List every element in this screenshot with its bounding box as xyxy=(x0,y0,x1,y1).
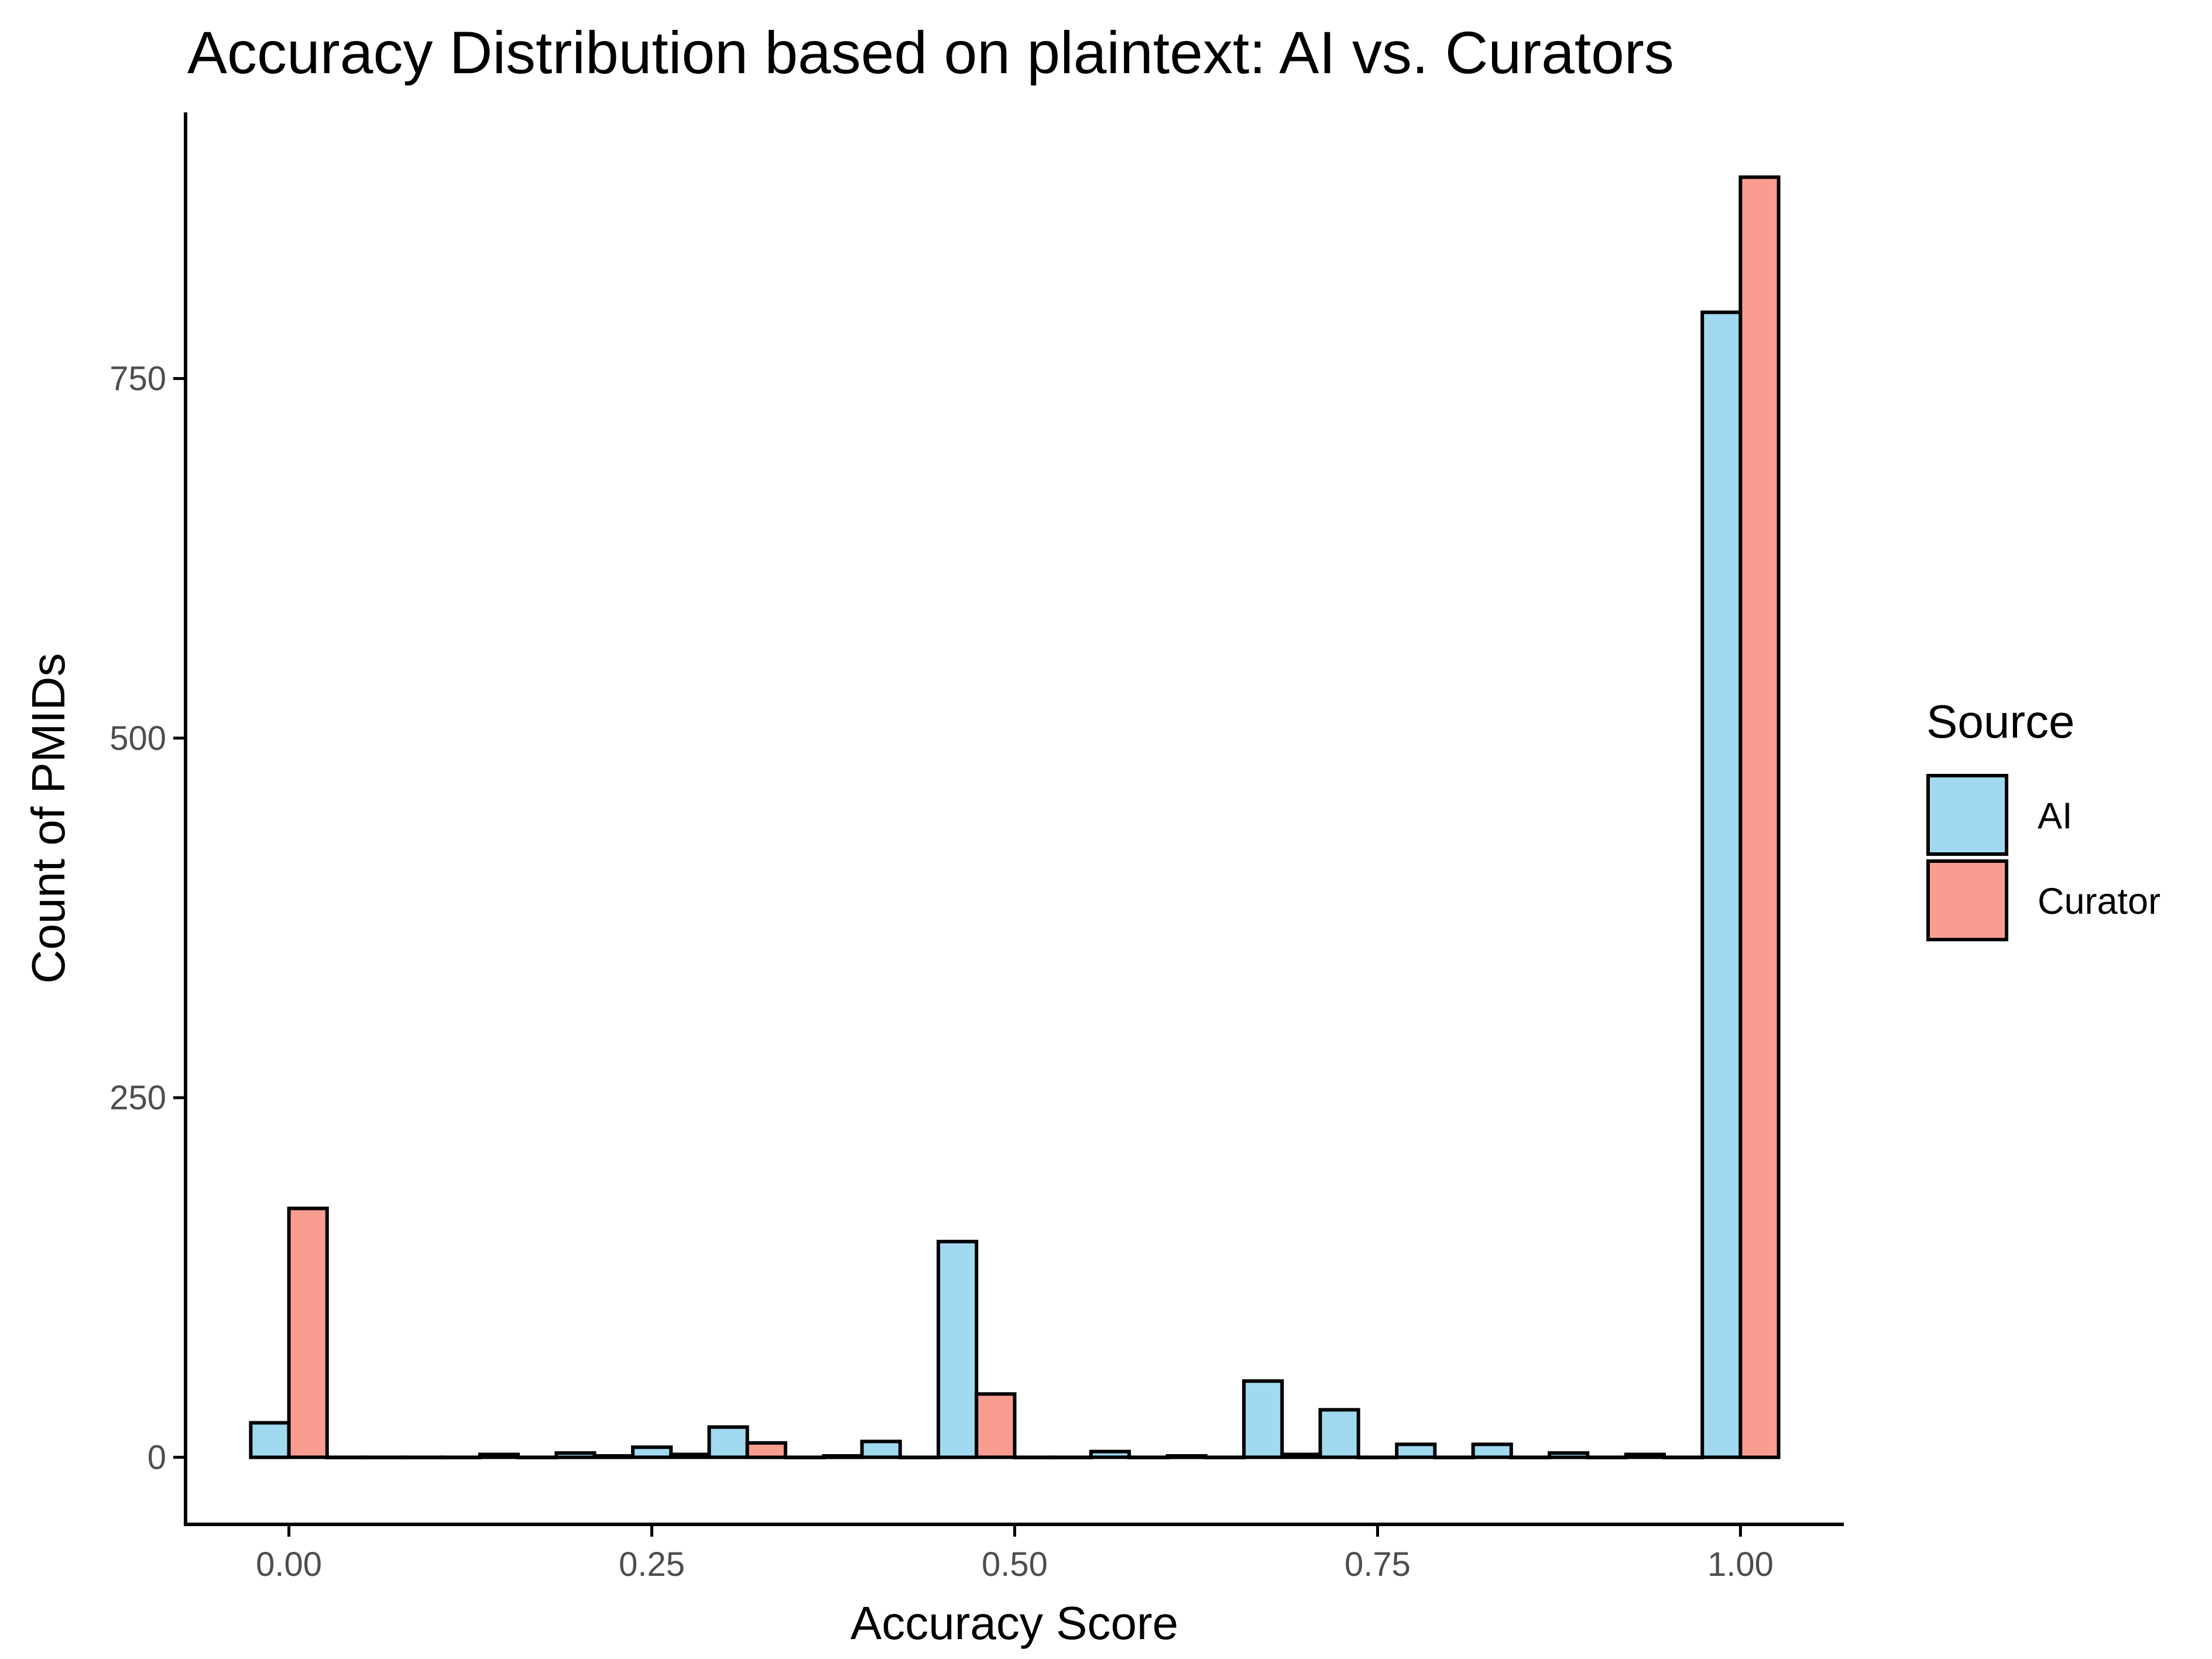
bar-ai-bin-5 xyxy=(631,1445,673,1459)
bar-ai-bin-16 xyxy=(1471,1442,1513,1459)
y-tick-label: 750 xyxy=(109,360,166,398)
y-tick-label: 500 xyxy=(109,719,166,757)
bar-curator-bin-10 xyxy=(1051,1455,1093,1459)
x-tick-label: 1.00 xyxy=(1707,1545,1774,1583)
legend-label-ai: AI xyxy=(2038,796,2073,837)
bar-ai-bin-10 xyxy=(1013,1455,1055,1459)
bar-curator-bin-7 xyxy=(822,1454,864,1459)
bars-layer xyxy=(249,175,1781,1459)
bar-curator-bin-1 xyxy=(363,1455,406,1459)
bar-ai-bin-8 xyxy=(860,1439,902,1459)
bar-ai-bin-11 xyxy=(1089,1449,1131,1459)
bar-curator-bin-9 xyxy=(975,1392,1017,1459)
bar-ai-bin-15 xyxy=(1395,1442,1437,1459)
bar-ai-bin-17 xyxy=(1548,1451,1590,1459)
bar-curator-bin-5 xyxy=(669,1452,711,1459)
bar-ai-bin-4 xyxy=(554,1451,596,1459)
legend-items: AI Curator xyxy=(1926,774,2160,941)
legend-swatch-ai xyxy=(1926,774,2008,856)
bar-curator-bin-11 xyxy=(1127,1455,1170,1459)
x-tick-label: 0.50 xyxy=(982,1545,1048,1583)
bar-ai-bin-13 xyxy=(1242,1379,1284,1459)
bar-ai-bin-2 xyxy=(402,1455,444,1459)
bar-curator-bin-8 xyxy=(898,1455,941,1459)
x-axis-title: Accuracy Score xyxy=(850,1597,1178,1649)
y-tick-label: 0 xyxy=(148,1438,166,1476)
bar-curator-bin-3 xyxy=(516,1455,558,1459)
legend-label-curator: Curator xyxy=(2038,881,2160,922)
bar-curator-bin-15 xyxy=(1433,1455,1475,1459)
bar-curator-bin-0 xyxy=(287,1206,329,1459)
bar-ai-bin-18 xyxy=(1624,1452,1666,1459)
legend-swatch-curator xyxy=(1926,859,2008,941)
y-tick-label: 250 xyxy=(109,1079,166,1117)
x-ticks-layer: 0.00 0.25 0.50 0.75 1.00 xyxy=(256,1524,1774,1583)
bar-curator-bin-19 xyxy=(1738,175,1781,1459)
bar-ai-bin-9 xyxy=(937,1239,979,1459)
bar-curator-bin-2 xyxy=(440,1455,482,1459)
chart-title: Accuracy Distribution based on plaintext… xyxy=(187,19,1674,86)
bar-ai-bin-3 xyxy=(478,1452,520,1459)
legend: Source AI Curator xyxy=(1926,695,2160,941)
x-tick-label: 0.75 xyxy=(1345,1545,1411,1583)
legend-title: Source xyxy=(1926,695,2074,748)
bar-curator-bin-4 xyxy=(592,1454,635,1459)
bar-curator-bin-13 xyxy=(1280,1452,1322,1459)
bar-curator-bin-17 xyxy=(1586,1455,1628,1459)
bar-ai-bin-19 xyxy=(1700,310,1743,1459)
bar-ai-bin-1 xyxy=(325,1455,367,1459)
bar-ai-bin-12 xyxy=(1165,1454,1208,1459)
bar-curator-bin-14 xyxy=(1356,1455,1398,1459)
bar-ai-bin-0 xyxy=(249,1421,291,1459)
bar-ai-bin-14 xyxy=(1318,1408,1360,1459)
bar-curator-bin-12 xyxy=(1203,1455,1246,1459)
y-axis-title: Count of PMIDs xyxy=(22,653,74,984)
bar-ai-bin-6 xyxy=(707,1425,749,1459)
bar-curator-bin-16 xyxy=(1509,1455,1552,1459)
bar-ai-bin-7 xyxy=(783,1455,826,1459)
y-ticks-layer: 0 250 500 750 xyxy=(109,360,186,1476)
bar-curator-bin-6 xyxy=(745,1441,787,1459)
bar-curator-bin-18 xyxy=(1662,1455,1705,1459)
x-tick-label: 0.25 xyxy=(619,1545,685,1583)
x-tick-label: 0.00 xyxy=(256,1545,322,1583)
